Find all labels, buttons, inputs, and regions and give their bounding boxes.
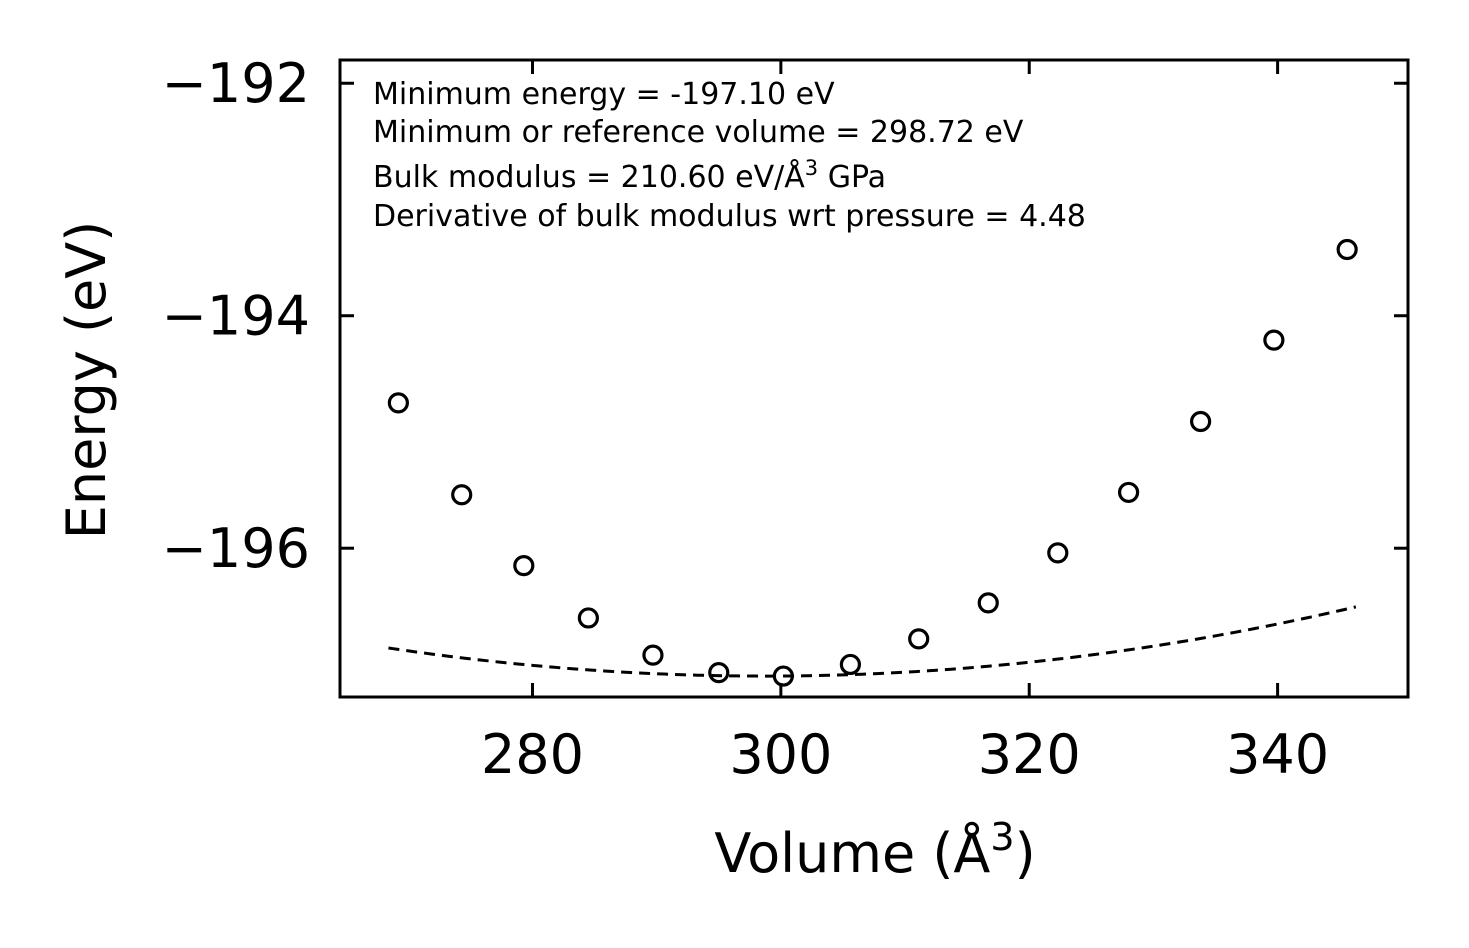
data-point bbox=[642, 644, 664, 666]
annotation-bulk-derivative: Derivative of bulk modulus wrt pressure … bbox=[373, 199, 1086, 234]
points-layer bbox=[387, 238, 1358, 687]
data-point bbox=[708, 661, 730, 684]
data-point bbox=[1047, 542, 1069, 564]
data-point bbox=[1263, 329, 1285, 351]
annotation-min-volume: Minimum or reference volume = 298.72 eV bbox=[373, 115, 1024, 150]
data-point bbox=[577, 607, 599, 629]
data-point bbox=[977, 592, 999, 614]
data-point bbox=[1117, 481, 1140, 504]
plot-frame bbox=[338, 58, 1410, 699]
annotation-bulk-modulus-main: Bulk modulus = 210.60 eV/Å bbox=[373, 159, 805, 195]
y-tick-label: −192 bbox=[162, 52, 310, 115]
annotation-bulk-modulus-sup: 3 bbox=[805, 156, 818, 180]
fit-curve bbox=[388, 605, 1357, 678]
data-point bbox=[513, 555, 535, 577]
x-tick-label: 280 bbox=[481, 723, 584, 786]
annotation-bulk-modulus-unit: GPa bbox=[818, 160, 886, 195]
x-tick-label: 300 bbox=[729, 723, 832, 786]
fit-layer bbox=[388, 605, 1357, 678]
data-point bbox=[1336, 238, 1358, 261]
ticks-layer: 280 300 320 340 −192 −194 −196 bbox=[162, 52, 1408, 786]
x-tick-label: 320 bbox=[978, 723, 1081, 786]
x-axis-title: Volume (Å3) bbox=[714, 815, 1035, 885]
y-axis-title: Energy (eV) bbox=[55, 221, 118, 540]
data-point bbox=[451, 484, 473, 506]
data-point bbox=[387, 392, 409, 414]
x-axis-title-end: ) bbox=[1015, 822, 1036, 885]
y-tick-label: −196 bbox=[162, 517, 310, 580]
x-axis-title-main: Volume (Å bbox=[714, 821, 990, 885]
x-axis-title-sup: 3 bbox=[990, 815, 1014, 859]
annotation-min-energy: Minimum energy = -197.10 eV bbox=[373, 77, 835, 112]
x-tick-label: 340 bbox=[1226, 723, 1329, 786]
data-point bbox=[908, 628, 930, 650]
data-point bbox=[772, 665, 794, 687]
y-tick-label: −194 bbox=[162, 285, 310, 348]
annotation-bulk-modulus: Bulk modulus = 210.60 eV/Å3 GPa bbox=[373, 156, 886, 195]
data-point bbox=[839, 653, 862, 676]
annotation-block: Minimum energy = -197.10 eV Minimum or r… bbox=[373, 77, 1086, 234]
data-point bbox=[1190, 410, 1212, 433]
